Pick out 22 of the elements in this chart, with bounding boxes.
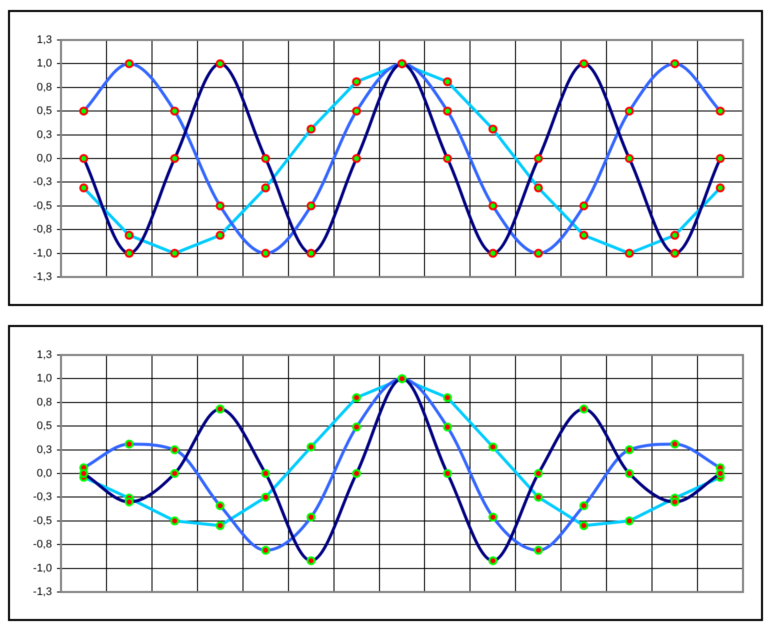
y-tick-label: 1,0: [36, 58, 52, 70]
y-tick-label: 0,8: [36, 396, 52, 408]
y-tick-label: 0,0: [36, 468, 52, 480]
y-tick-label: 0,3: [36, 444, 52, 456]
y-tick-label: 0,8: [36, 81, 52, 94]
y-tick-label: -1,0: [33, 247, 52, 260]
y-tick-label: -0,8: [33, 538, 52, 551]
y-tick-label: 0,3: [36, 128, 52, 141]
y-tick-label: 1,3: [36, 349, 52, 362]
y-tick-label: -0,3: [33, 176, 52, 188]
y-tick-label: -0,5: [33, 200, 52, 212]
y-tick-label: -0,3: [33, 491, 52, 504]
y-tick-label: 1,3: [36, 34, 52, 46]
y-tick-label: 1,0: [36, 372, 52, 385]
y-tick-label: 0,0: [36, 152, 52, 165]
y-tick-label: 0,5: [36, 420, 52, 432]
y-tick-label: -0,5: [33, 514, 52, 527]
y-tick-label: -0,8: [33, 224, 52, 236]
y-tick-label: 0,5: [36, 105, 52, 118]
y-tick-label: -1,3: [33, 271, 52, 284]
y-tick-label: -1,0: [33, 562, 52, 574]
y-tick-label: -1,3: [33, 586, 52, 598]
